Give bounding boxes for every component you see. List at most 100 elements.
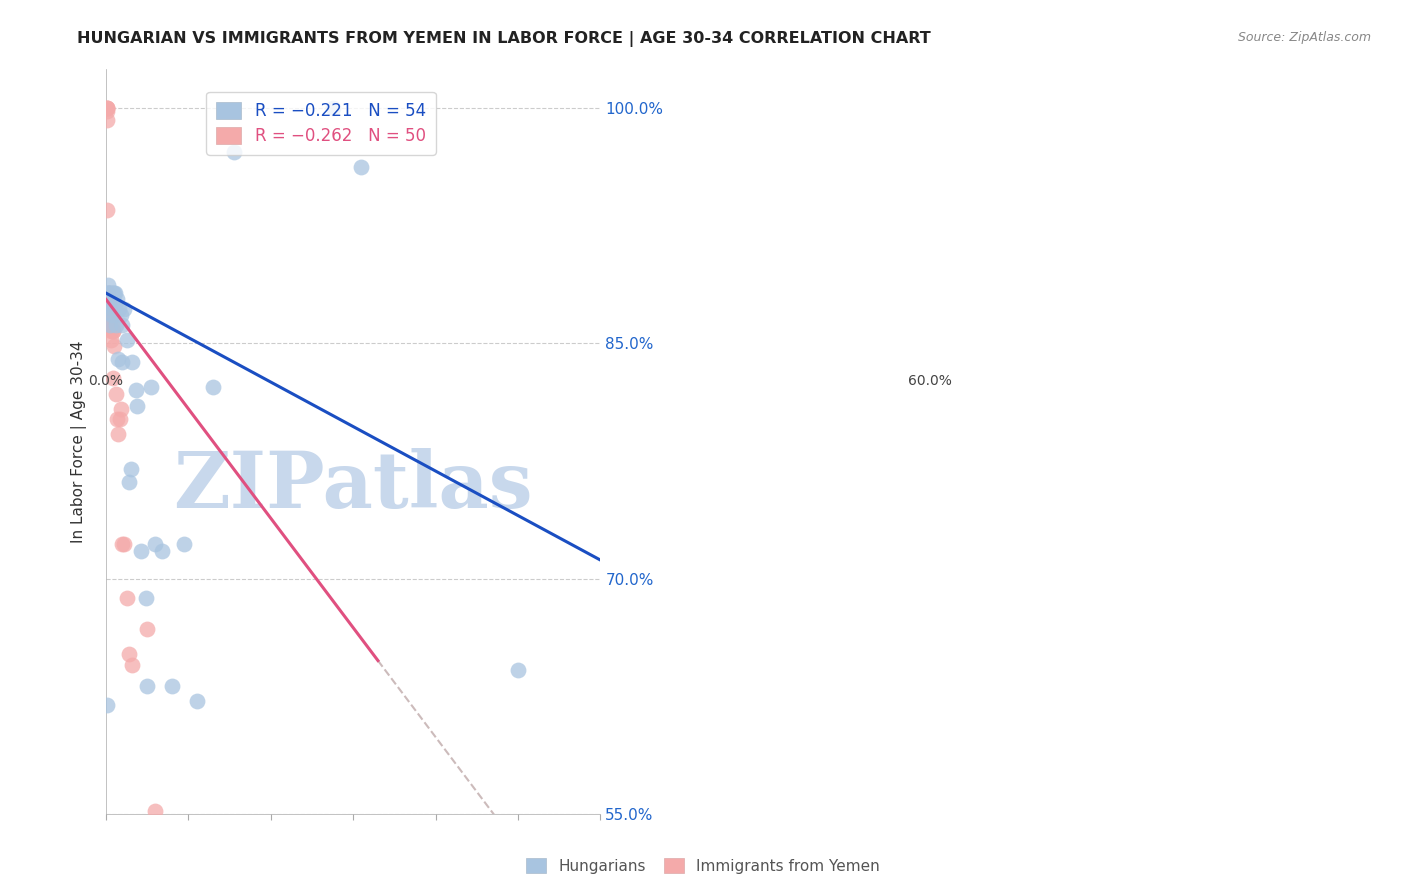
Text: ZIPatlas: ZIPatlas [173,449,533,524]
Point [98,286,121,301]
Point [100,297,122,311]
Point [97,301,120,316]
Point [100,333,122,347]
Point [97,286,120,301]
Point [101,297,124,311]
Point [124,384,146,398]
Point [96,202,118,217]
Point [98,293,121,307]
Point [103,339,125,353]
Point [322,101,344,115]
Point [98,301,121,316]
Point [103,324,125,338]
Point [96,101,118,115]
Point [127,399,149,413]
Point [222,145,245,159]
Point [202,883,225,892]
Point [108,301,131,316]
Point [136,622,159,636]
Point [101,371,124,385]
Point [98,301,121,316]
Point [129,836,152,850]
Point [136,679,159,693]
Point [506,663,529,677]
Point [121,355,143,369]
Point [121,658,143,673]
Point [115,591,138,605]
Point [391,826,413,840]
Point [96,101,118,115]
Point [186,694,208,708]
Point [150,826,173,840]
Point [98,318,121,332]
Point [100,324,122,338]
Point [103,286,125,301]
Point [104,386,127,401]
Point [110,308,132,322]
Point [104,286,127,301]
Point [100,318,122,332]
Point [145,537,167,551]
Point [98,297,121,311]
Point [173,537,195,551]
Point [96,101,118,115]
Point [98,318,121,332]
Point [105,411,128,425]
Point [96,698,118,712]
Point [103,301,125,316]
Point [107,427,129,442]
Point [112,301,135,316]
Point [97,297,120,311]
Point [124,826,146,840]
Point [105,293,128,307]
Point [350,161,373,175]
Text: HUNGARIAN VS IMMIGRANTS FROM YEMEN IN LABOR FORCE | AGE 30-34 CORRELATION CHART: HUNGARIAN VS IMMIGRANTS FROM YEMEN IN LA… [77,31,931,47]
Point [98,308,121,322]
Point [202,380,225,394]
Point [97,308,120,322]
Point [112,537,135,551]
Point [100,308,122,322]
Point [100,308,122,322]
Legend: Hungarians, Immigrants from Yemen: Hungarians, Immigrants from Yemen [520,852,886,880]
Point [150,543,173,558]
Point [160,679,183,693]
Legend: R = −0.221   N = 54, R = −0.262   N = 50: R = −0.221 N = 54, R = −0.262 N = 50 [207,92,436,155]
Point [97,293,120,307]
Point [118,648,141,662]
Point [97,293,120,307]
Point [111,537,134,551]
Point [97,278,120,293]
Point [101,324,124,338]
Point [118,475,141,489]
Point [97,286,120,301]
Point [96,103,118,118]
Point [110,402,132,417]
Point [145,805,167,819]
Point [97,286,120,301]
Point [104,318,127,332]
Point [101,293,124,307]
Point [97,297,120,311]
Point [111,355,134,369]
Point [98,297,121,311]
Point [107,352,129,367]
Point [100,308,122,322]
Point [129,543,152,558]
Point [98,297,121,311]
Point [103,297,125,311]
Point [97,297,120,311]
Text: 60.0%: 60.0% [908,375,952,388]
Text: Source: ZipAtlas.com: Source: ZipAtlas.com [1237,31,1371,45]
Point [111,318,134,332]
Point [103,286,125,301]
Point [97,297,120,311]
Point [97,293,120,307]
Y-axis label: In Labor Force | Age 30-34: In Labor Force | Age 30-34 [72,340,87,542]
Point [96,113,118,128]
Point [98,305,121,319]
Point [135,591,157,605]
Point [115,333,138,347]
Point [100,293,122,307]
Point [98,297,121,311]
